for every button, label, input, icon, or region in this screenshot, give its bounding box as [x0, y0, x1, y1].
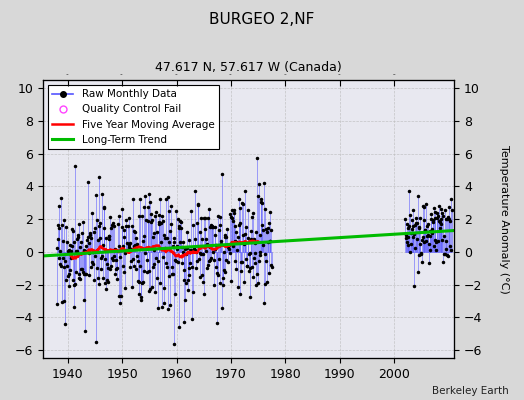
Text: BURGEO 2,NF: BURGEO 2,NF [209, 12, 315, 27]
Legend: Raw Monthly Data, Quality Control Fail, Five Year Moving Average, Long-Term Tren: Raw Monthly Data, Quality Control Fail, … [48, 85, 219, 149]
Text: Berkeley Earth: Berkeley Earth [432, 386, 508, 396]
Title: 47.617 N, 57.617 W (Canada): 47.617 N, 57.617 W (Canada) [155, 61, 342, 74]
Y-axis label: Temperature Anomaly (°C): Temperature Anomaly (°C) [499, 145, 509, 294]
